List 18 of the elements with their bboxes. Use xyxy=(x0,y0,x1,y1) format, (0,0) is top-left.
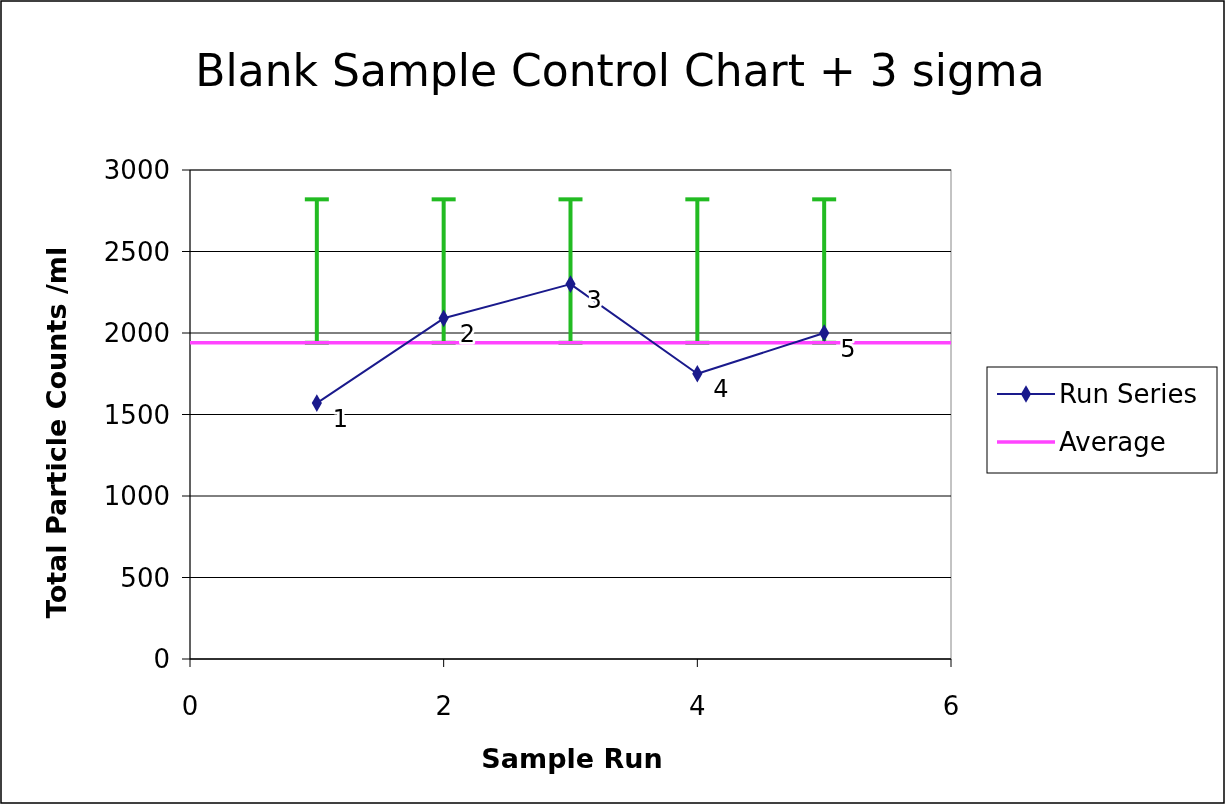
legend-label: Run Series xyxy=(1059,379,1198,410)
y-tick-label: 3000 xyxy=(103,155,170,186)
y-tick-label: 2500 xyxy=(103,236,170,267)
y-tick-label: 1000 xyxy=(103,481,170,512)
annotation: 4 xyxy=(713,375,729,404)
y-tick-label: 1500 xyxy=(103,399,170,430)
y-tick-label: 500 xyxy=(120,562,170,593)
x-tick-label: 6 xyxy=(942,691,960,721)
x-tick-label: 0 xyxy=(181,691,199,721)
y-tick-label: 0 xyxy=(153,644,170,675)
y-axis-title: Total Particle Counts /ml xyxy=(41,246,72,619)
legend-label: Average xyxy=(1059,427,1166,458)
annotation: 2 xyxy=(459,319,475,348)
x-tick-label: 2 xyxy=(435,691,452,721)
x-axis-title: Sample Run xyxy=(481,743,663,774)
x-tick-label: 4 xyxy=(689,691,706,721)
chart-title: Blank Sample Control Chart + 3 sigma xyxy=(195,45,1045,96)
y-tick-label: 2000 xyxy=(103,318,170,349)
